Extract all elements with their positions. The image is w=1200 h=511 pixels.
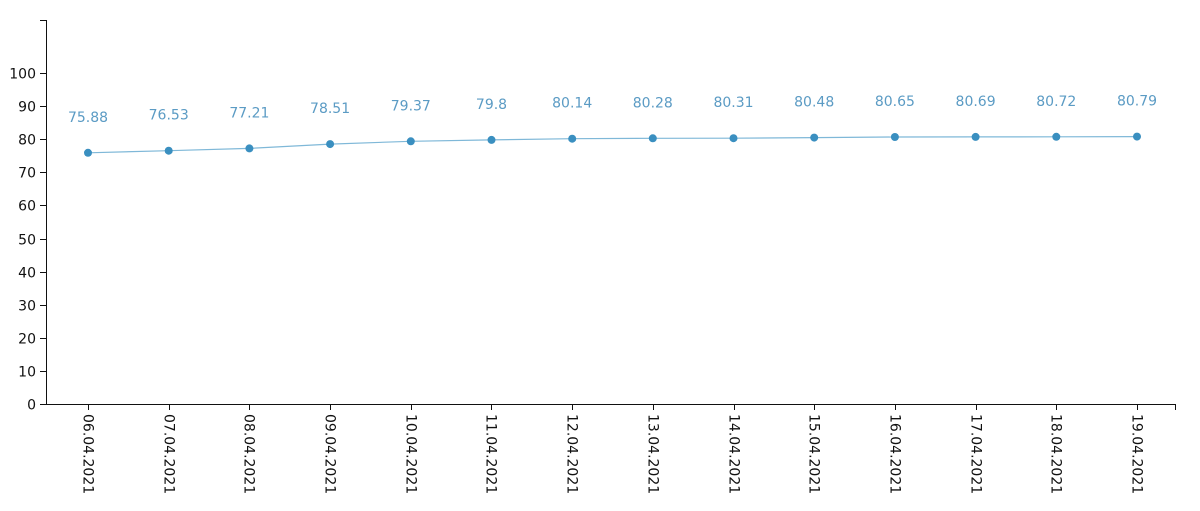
data-label: 77.21 [229, 105, 269, 121]
x-tick-label: 14.04.2021 [726, 414, 742, 494]
data-point[interactable] [971, 132, 980, 141]
series-layer: 75.88 76.53 77.21 78.51 79.37 79.8 80.14 80.28 8… [68, 94, 1157, 157]
y-tick-label: 80 [18, 133, 36, 149]
data-point[interactable] [1133, 132, 1141, 141]
data-point[interactable] [164, 146, 173, 155]
x-tick-label: 06.04.2021 [80, 414, 96, 494]
data-point[interactable] [890, 133, 899, 141]
x-axis: 06.04.2021 07.04.2021 08.04.2021 09.04.2021… [46, 404, 1176, 494]
y-tick-label: 20 [18, 332, 36, 348]
data-point[interactable] [245, 144, 254, 153]
x-tick-label: 15.04.2021 [806, 414, 822, 494]
data-label: 76.53 [149, 108, 189, 124]
series-line [87, 136, 1138, 154]
y-tick-label: 70 [18, 166, 36, 182]
y-tick-label: 50 [18, 233, 36, 249]
data-label: 79.37 [391, 98, 431, 114]
data-label: 80.65 [875, 94, 915, 110]
x-tick-label: 07.04.2021 [161, 414, 177, 494]
x-tick-label: 10.04.2021 [403, 414, 419, 494]
y-tick-label: 10 [18, 365, 36, 381]
y-tick-label: 30 [18, 299, 36, 315]
x-tick-label: 19.04.2021 [1129, 414, 1145, 494]
y-tick-label: 0 [27, 398, 36, 414]
data-point[interactable] [568, 134, 577, 143]
x-tick-label: 17.04.2021 [968, 414, 984, 494]
data-label: 75.88 [68, 110, 108, 126]
x-tick-label: 09.04.2021 [322, 414, 338, 494]
y-tick-label: 90 [18, 100, 36, 116]
x-tick-label: 08.04.2021 [241, 414, 257, 494]
y-tick-label: 100 [9, 67, 36, 83]
data-point[interactable] [406, 137, 415, 146]
data-point[interactable] [487, 135, 496, 144]
data-point[interactable] [326, 140, 335, 149]
data-label: 80.14 [552, 96, 592, 112]
data-label: 80.79 [1117, 94, 1157, 110]
y-tick-label: 40 [18, 266, 36, 282]
data-point[interactable] [1052, 132, 1061, 141]
data-label: 79.8 [476, 97, 507, 113]
y-tick-label: 60 [18, 199, 36, 215]
x-tick-label: 16.04.2021 [887, 414, 903, 494]
data-point[interactable] [729, 134, 738, 143]
x-tick-label: 12.04.2021 [564, 414, 580, 494]
x-tick-label: 18.04.2021 [1048, 414, 1064, 494]
x-tick-label: 11.04.2021 [483, 414, 499, 494]
data-label: 80.72 [1036, 94, 1076, 110]
data-label: 80.69 [956, 94, 996, 110]
data-point[interactable] [648, 134, 657, 143]
data-point[interactable] [84, 148, 92, 157]
data-point[interactable] [810, 133, 819, 142]
data-label: 80.28 [633, 95, 673, 111]
data-label: 78.51 [310, 101, 350, 117]
x-tick-label: 13.04.2021 [645, 414, 661, 494]
data-label: 80.31 [713, 95, 753, 111]
data-label: 80.48 [794, 95, 834, 111]
y-axis: 0 10 20 30 40 50 60 70 80 90 100 [9, 20, 47, 414]
